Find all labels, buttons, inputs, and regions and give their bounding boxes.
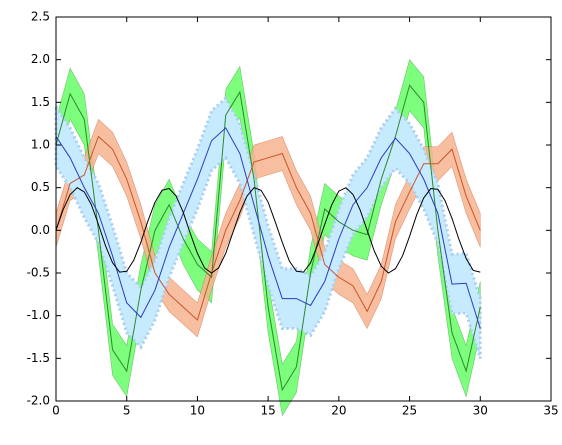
series-line [55,84,481,392]
series-line [55,187,481,274]
y-tick-label: -1.5 [27,351,50,365]
x-tick-label: 10 [190,404,205,418]
x-tick-label: 15 [261,404,276,418]
y-tick-label: -2.0 [27,394,50,408]
x-tick-label: 20 [331,404,346,418]
y-tick-label: -1.0 [27,308,50,322]
y-tick-label: 2.0 [31,52,50,66]
x-tick-label: 0 [52,404,60,418]
y-tick-label: 1.5 [31,95,50,109]
x-tick-label: 35 [543,404,558,418]
y-tick-label: 0.5 [31,180,50,194]
series-line [55,135,481,321]
y-tick-label: 0.0 [31,223,50,237]
x-tick-label: 5 [123,404,131,418]
series-line [55,127,481,329]
y-tick-label: 1.0 [31,138,50,152]
y-tick-label: 2.5 [31,10,50,24]
x-tick-label: 25 [402,404,417,418]
x-tick-label: 30 [473,404,488,418]
axes-frame [55,16,552,402]
y-tick-label: -0.5 [27,266,50,280]
band-area [54,95,482,359]
